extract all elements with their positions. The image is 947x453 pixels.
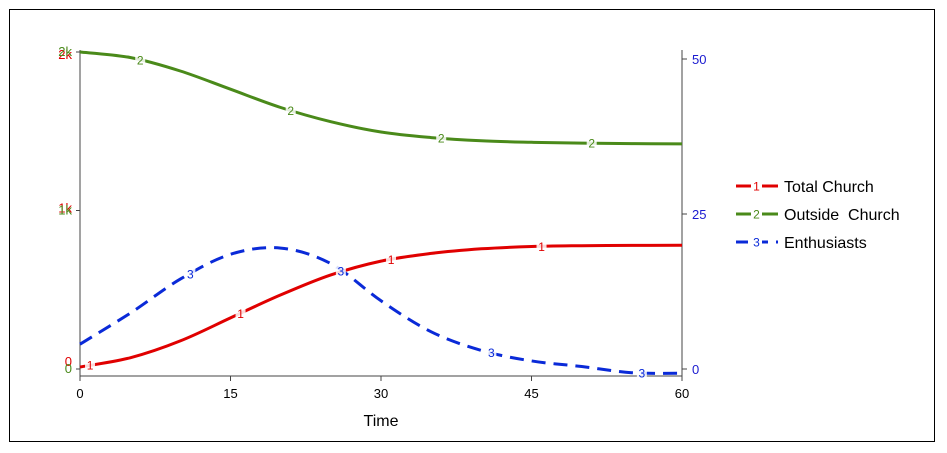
series-marker-label: 1 — [87, 359, 94, 373]
series-1-marker: 1 — [235, 305, 246, 321]
legend-marker: 3 — [753, 236, 760, 250]
series-marker-label: 2 — [438, 132, 445, 146]
series-line-1 — [79, 243, 683, 369]
series-2-marker: 2 — [285, 102, 296, 118]
legend-label: Total Church — [784, 179, 874, 196]
series-marker-label: 1 — [538, 240, 545, 254]
left-green-tick-label: 1k — [58, 203, 72, 218]
x-tick-label: 60 — [675, 386, 689, 401]
left-green-tick-label: 2k — [58, 44, 72, 59]
series-3-marker: 3 — [185, 266, 196, 282]
series-3-marker: 3 — [335, 263, 346, 279]
series-3-marker: 3 — [486, 344, 497, 360]
series-line-3 — [79, 246, 683, 375]
legend-item-2: 2 Outside Church — [736, 206, 900, 224]
series-2-marker: 2 — [135, 52, 146, 68]
series-marker-label: 2 — [137, 54, 144, 68]
legend-item-3: 3 Enthusiasts — [736, 234, 867, 252]
right-tick-label: 25 — [692, 207, 706, 222]
series-1-marker: 1 — [536, 238, 547, 254]
series-marker-label: 2 — [588, 137, 595, 151]
series-marker-label: 3 — [488, 346, 495, 360]
right-tick-label: 0 — [692, 362, 699, 377]
legend-label: Enthusiasts — [784, 235, 867, 252]
legend: 1 Total Church 2 Outside Church 3 Enthusiasts — [736, 178, 900, 252]
right-tick-label: 50 — [692, 52, 706, 67]
marker-layer: 1 1 1 1 2 2 2 2 3 3 3 3 — [85, 52, 647, 380]
legend-item-1: 1 Total Church — [736, 178, 874, 196]
series-marker-label: 3 — [639, 366, 646, 380]
x-tick-label: 45 — [524, 386, 538, 401]
left-red-tick-label: 1k — [58, 201, 72, 216]
series-marker-label: 3 — [187, 268, 194, 282]
x-tick-label: 15 — [223, 386, 237, 401]
chart-frame — [9, 9, 935, 442]
legend-label: Outside Church — [784, 207, 900, 224]
series-1-marker: 1 — [386, 251, 397, 267]
x-axis-label: Time — [364, 413, 399, 430]
series-marker-label: 2 — [287, 104, 294, 118]
series-marker-label: 3 — [338, 265, 345, 279]
series-marker-label: 1 — [388, 253, 395, 267]
series-2-marker: 2 — [586, 135, 597, 151]
x-tick-label: 30 — [374, 386, 388, 401]
x-tick-label: 0 — [76, 386, 83, 401]
left-red-tick-label: 0 — [65, 354, 72, 369]
series-3-marker: 3 — [636, 364, 647, 380]
series-2-marker: 2 — [436, 130, 447, 146]
series-1-marker: 1 — [85, 357, 96, 373]
legend-marker: 1 — [753, 180, 760, 194]
legend-marker: 2 — [753, 208, 760, 222]
left-green-tick-label: 0 — [65, 361, 72, 376]
series-marker-label: 1 — [237, 307, 244, 321]
series-layer — [79, 50, 683, 375]
series-line-2 — [79, 50, 683, 146]
left-red-tick-label: 2k — [58, 47, 72, 62]
